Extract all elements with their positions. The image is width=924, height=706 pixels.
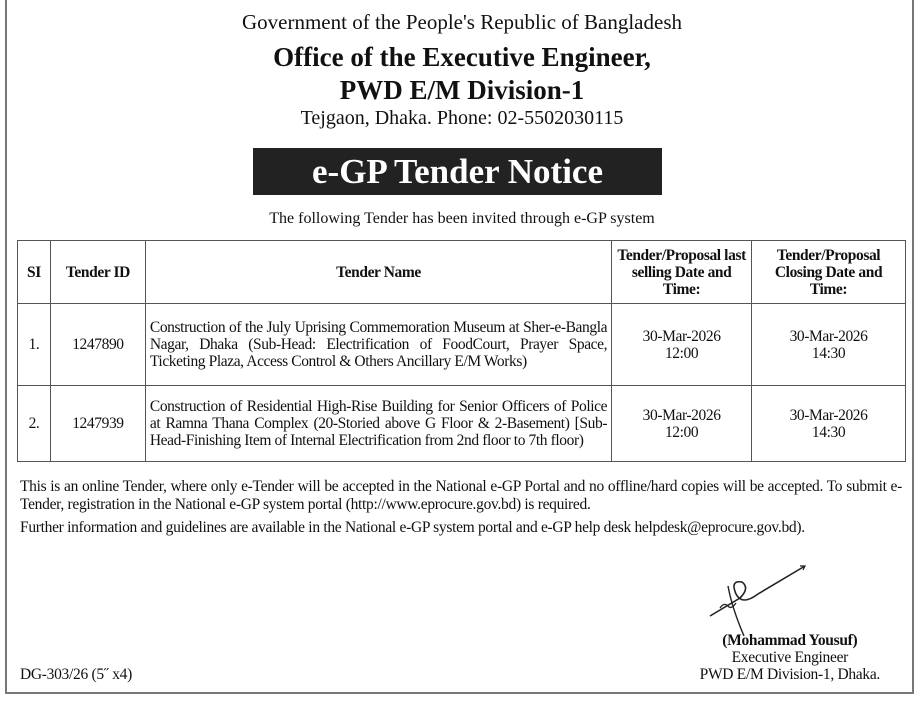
further-info-paragraph: Further information and guidelines are a…	[20, 519, 805, 536]
signatory-name: (Mohammad Yousuf)	[722, 632, 858, 649]
selling-date-cell: 30-Mar-2026 12:00	[611, 303, 753, 386]
selling-time: 12:00	[664, 344, 699, 362]
si-cell: 2.	[17, 385, 51, 462]
header-tender-name: Tender Name	[144, 240, 613, 304]
selling-date: 30-Mar-2026	[642, 327, 721, 345]
division-title: PWD E/M Division-1	[339, 75, 585, 105]
tender-name-cell: Construction of Residential High-Rise Bu…	[144, 385, 613, 462]
tender-table: SI Tender ID Tender Name Tender/Proposal…	[17, 240, 906, 462]
office-title: Office of the Executive Engineer,	[273, 42, 651, 72]
ad-code: DG-303/26 (5˝ x4)	[20, 666, 132, 683]
header-si: SI	[17, 240, 51, 304]
tender-id-cell: 1247939	[49, 385, 146, 462]
closing-date-cell: 30-Mar-2026 14:30	[751, 303, 906, 386]
header-selling-date: Tender/Proposal last selling Date and Ti…	[611, 240, 753, 304]
address-phone: Tejgaon, Dhaka. Phone: 02-5502030115	[300, 107, 624, 129]
notice-subtitle: The following Tender has been invited th…	[269, 210, 655, 227]
closing-time: 14:30	[811, 423, 846, 441]
closing-time: 14:30	[811, 344, 846, 362]
table-header-row: SI Tender ID Tender Name Tender/Proposal…	[17, 240, 906, 304]
signature-image	[709, 565, 806, 637]
selling-time: 12:00	[664, 423, 699, 441]
tender-id-cell: 1247890	[49, 303, 146, 386]
tender-name-cell: Construction of the July Uprising Commem…	[144, 303, 613, 386]
closing-date-cell: 30-Mar-2026 14:30	[751, 385, 906, 462]
table-row: 2. 1247939 Construction of Residential H…	[17, 385, 906, 462]
header-closing-date: Tender/Proposal Closing Date and Time:	[751, 240, 906, 304]
notice-border	[5, 0, 914, 694]
online-tender-paragraph: This is an online Tender, where only e-T…	[20, 478, 902, 513]
si-cell: 1.	[17, 303, 51, 386]
header-tender-id: Tender ID	[49, 240, 146, 304]
notice-banner: e-GP Tender Notice	[253, 148, 662, 195]
government-line: Government of the People's Republic of B…	[241, 10, 682, 34]
closing-date: 30-Mar-2026	[789, 406, 868, 424]
selling-date: 30-Mar-2026	[642, 406, 721, 424]
table-row: 1. 1247890 Construction of the July Upri…	[17, 303, 906, 386]
selling-date-cell: 30-Mar-2026 12:00	[611, 385, 753, 462]
signatory-office: PWD E/M Division-1, Dhaka.	[699, 666, 881, 683]
closing-date: 30-Mar-2026	[789, 327, 868, 345]
signatory-title: Executive Engineer	[731, 649, 849, 666]
signatory-block: (Mohammad Yousuf) Executive Engineer PWD…	[699, 632, 881, 683]
